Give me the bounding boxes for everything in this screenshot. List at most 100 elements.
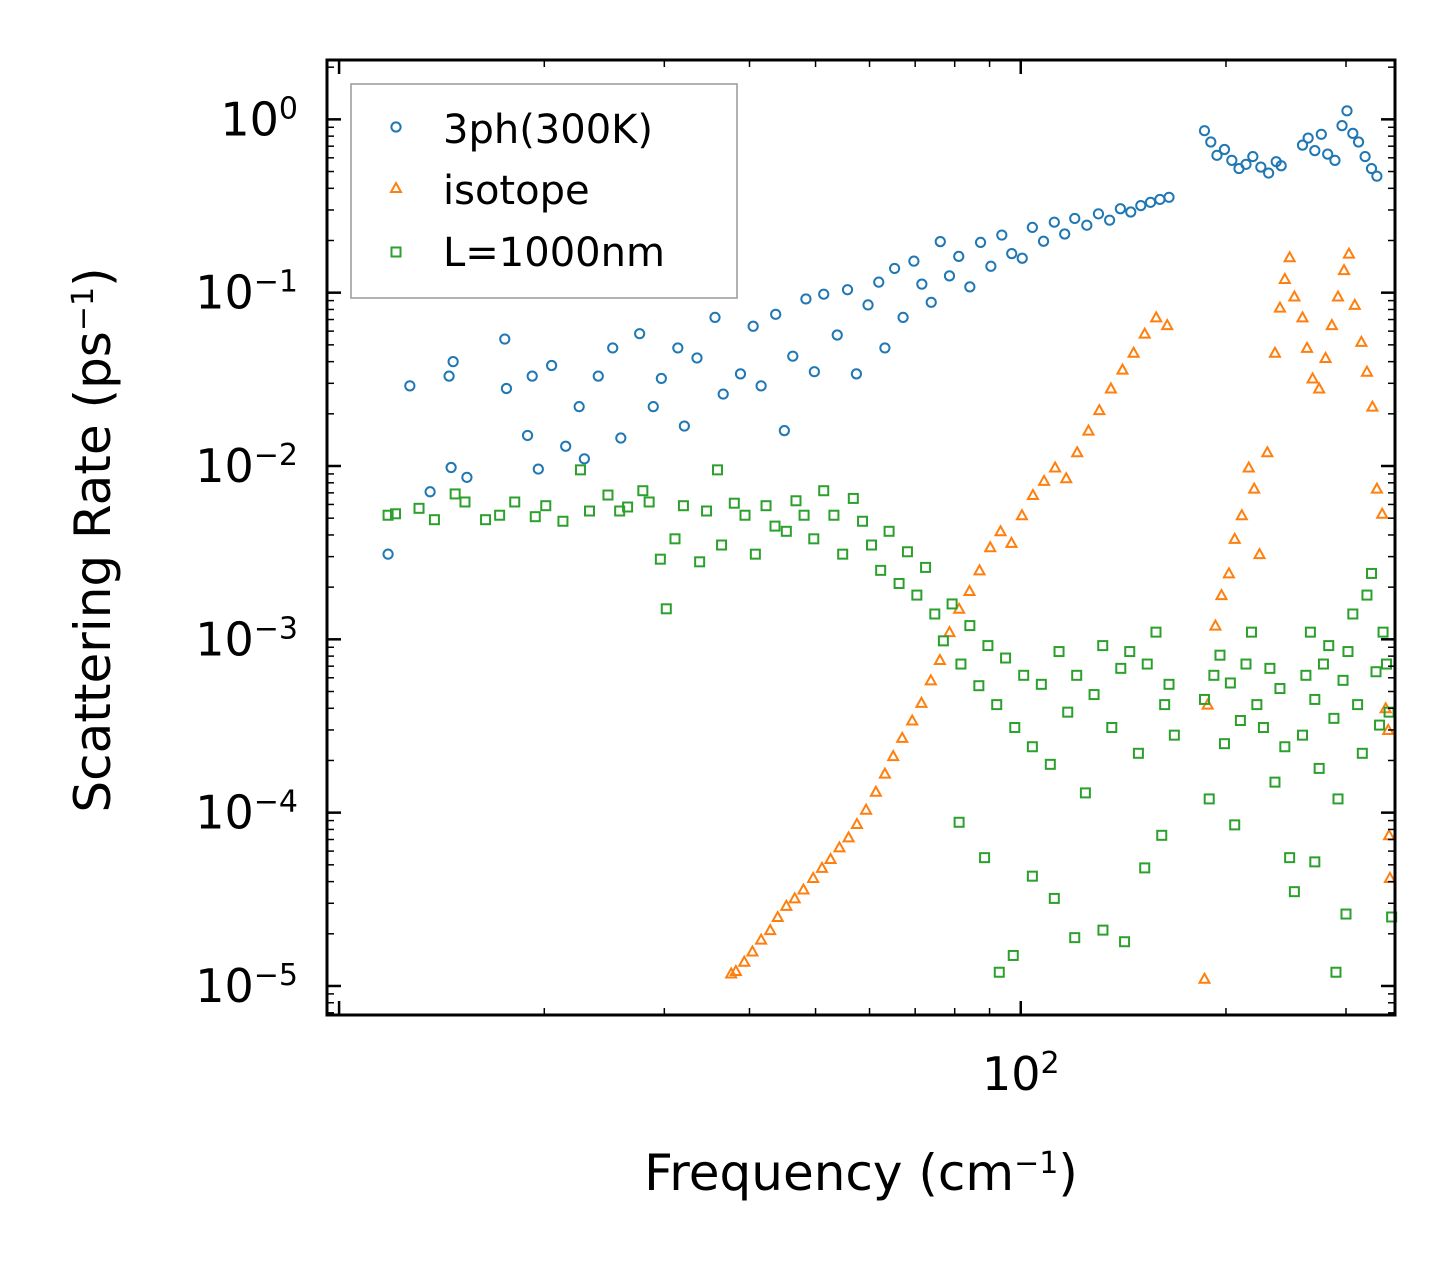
data-point: [1203, 793, 1215, 805]
data-point: [734, 368, 747, 380]
data-point: [1079, 787, 1091, 799]
data-point: [1168, 729, 1180, 741]
data-point: [532, 463, 544, 475]
data-point: [1044, 758, 1056, 770]
data-point: [1228, 531, 1242, 544]
data-point: [1141, 658, 1153, 670]
data-point: [1138, 326, 1152, 339]
data-point: [1156, 829, 1168, 841]
axes-frame: [325, 58, 1397, 1017]
data-point: [1356, 747, 1368, 759]
data-point: [1222, 566, 1236, 579]
data-point: [943, 270, 956, 282]
data-point: [916, 278, 928, 290]
data-point: [1229, 819, 1241, 831]
data-point: [1268, 345, 1282, 358]
data-point: [1139, 862, 1151, 874]
data-point: [1026, 221, 1038, 234]
data-point: [729, 963, 743, 977]
data-point: [800, 293, 812, 305]
data-point: [1374, 719, 1386, 731]
data-point: [1059, 228, 1071, 240]
data-point: [883, 525, 895, 537]
data-point: [790, 495, 802, 507]
data-point: [1361, 589, 1373, 601]
data-point: [1329, 154, 1341, 166]
data-point: [985, 260, 997, 272]
data-point: [1092, 208, 1105, 220]
data-point: [1234, 715, 1246, 727]
data-point: [655, 372, 667, 385]
data-point: [1342, 246, 1356, 259]
data-point: [1208, 669, 1220, 681]
data-point: [1163, 678, 1175, 690]
legend-marker-3ph: [390, 121, 402, 133]
data-point: [1341, 105, 1353, 117]
data-point: [1302, 132, 1314, 144]
data-point: [545, 359, 558, 372]
data-point: [413, 502, 425, 514]
data-point: [962, 583, 977, 597]
data-point: [763, 923, 777, 936]
data-point: [1208, 618, 1223, 631]
data-point: [850, 816, 864, 829]
data-point: [886, 749, 900, 762]
data-point: [449, 488, 461, 500]
data-point: [1348, 297, 1362, 310]
data-point: [1282, 250, 1297, 263]
data-point: [404, 380, 416, 392]
data-point: [755, 380, 767, 392]
data-point: [815, 860, 829, 873]
data-point: [879, 342, 891, 354]
y-axis-label: Scattering Rate (ps−1): [64, 267, 122, 812]
data-point: [1104, 214, 1116, 226]
data-point: [622, 501, 634, 513]
data-point: [1224, 677, 1236, 689]
data-point: [660, 603, 672, 615]
data-point: [875, 564, 887, 576]
data-point: [925, 296, 937, 308]
data-point: [428, 514, 440, 526]
data-point: [1300, 669, 1312, 681]
data-point: [1336, 120, 1348, 132]
data-point: [878, 766, 892, 779]
data-point: [1150, 626, 1162, 638]
data-point: [1309, 145, 1321, 157]
data-point: [1296, 729, 1308, 741]
data-point: [1048, 216, 1060, 228]
ticks-layer: [327, 60, 1395, 1015]
data-point: [929, 608, 941, 620]
data-point: [1016, 252, 1028, 264]
series-isotope: [724, 246, 1397, 984]
data-point: [888, 262, 901, 275]
data-point: [1337, 263, 1351, 276]
data-point: [847, 492, 859, 504]
data-point: [1015, 508, 1029, 521]
data-point: [942, 625, 957, 638]
data-point: [953, 816, 965, 828]
data-point: [1242, 460, 1256, 473]
data-point: [584, 505, 596, 517]
data-point: [787, 350, 799, 362]
data-point: [754, 932, 768, 945]
data-point: [445, 461, 457, 474]
data-point: [711, 464, 723, 476]
data-point: [818, 485, 830, 497]
data-point: [1287, 289, 1302, 302]
data-point: [1247, 150, 1259, 163]
data-point: [643, 496, 655, 508]
data-point: [691, 352, 703, 364]
data-point: [637, 485, 649, 497]
data-point: [1247, 481, 1261, 494]
data-point: [1211, 149, 1223, 161]
data-point: [1309, 693, 1321, 705]
data-point: [1053, 646, 1065, 658]
data-point: [778, 425, 790, 437]
data-point: [1135, 199, 1147, 212]
data-point: [1337, 674, 1349, 686]
data-point: [911, 589, 923, 601]
data-point: [607, 342, 619, 354]
data-point: [953, 250, 965, 262]
data-point: [1104, 381, 1118, 394]
data-point: [677, 500, 689, 512]
